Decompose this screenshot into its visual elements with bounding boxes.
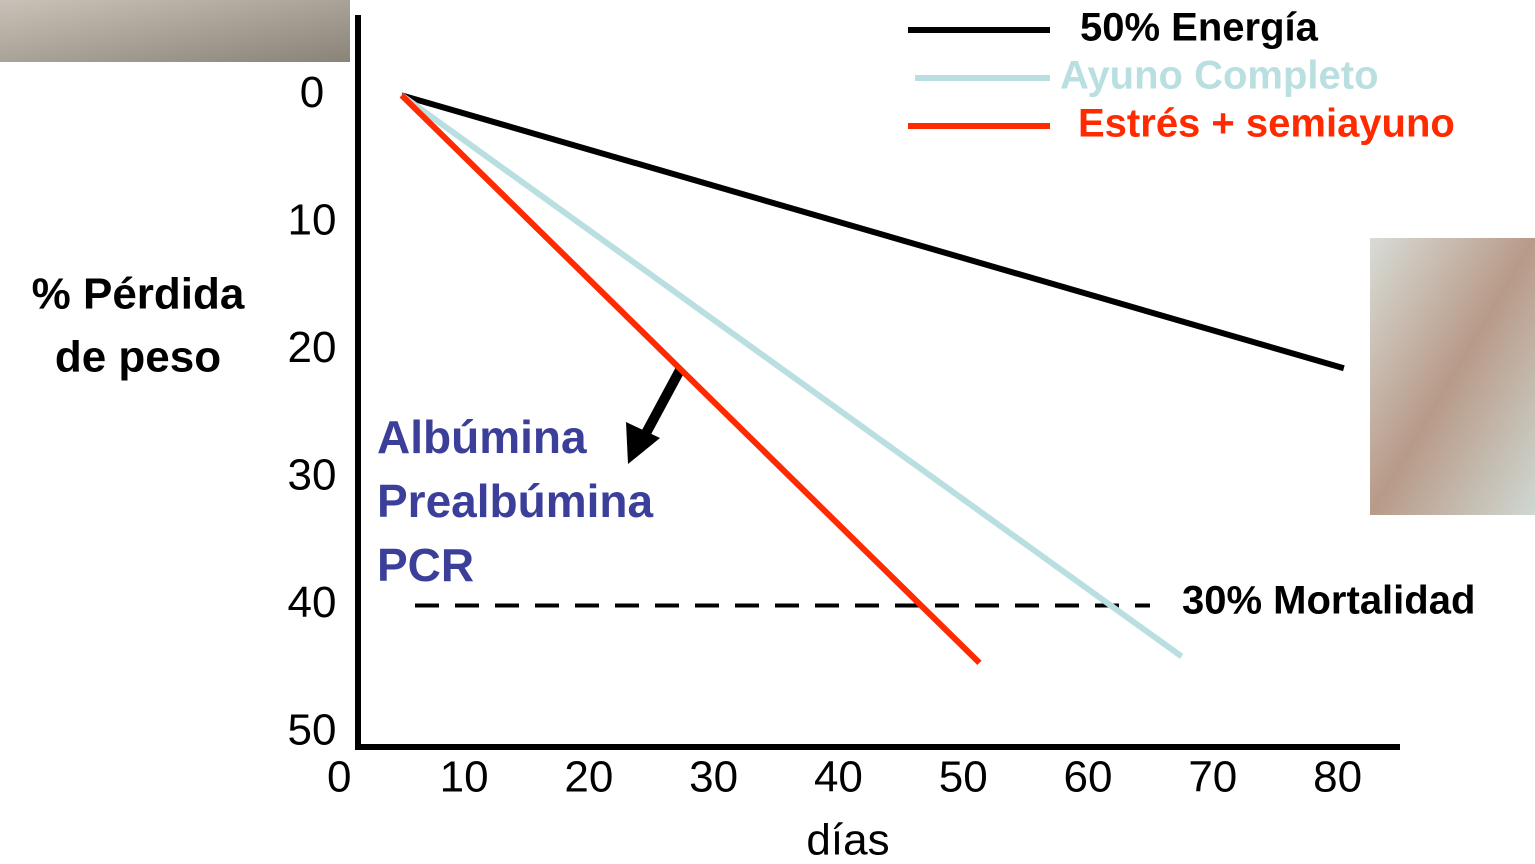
reference-label: 30% Mortalidad — [1182, 579, 1475, 623]
x-tick-label: 0 — [327, 753, 351, 802]
marker-label: Albúmina — [377, 411, 587, 463]
photo-patient — [1370, 238, 1535, 515]
y-tick-label: 40 — [288, 578, 337, 627]
x-tick-label: 50 — [939, 753, 988, 802]
x-tick-label: 60 — [1064, 753, 1113, 802]
x-axis-label: días — [806, 816, 889, 864]
legend-label: Ayuno Completo — [1060, 54, 1379, 98]
series-line — [399, 92, 1184, 659]
x-tick-label: 40 — [814, 753, 863, 802]
y-tick-label: 50 — [288, 706, 337, 755]
x-tick-label: 70 — [1188, 753, 1237, 802]
y-axis-label: % Pérdida — [32, 270, 245, 319]
y-axis-label: de peso — [55, 333, 221, 382]
arrow — [640, 367, 685, 438]
legend-label: 50% Energía — [1080, 6, 1319, 50]
y-tick-label: 10 — [288, 195, 337, 244]
marker-label: Prealbúmina — [377, 475, 654, 527]
x-tick-label: 80 — [1313, 753, 1362, 802]
series-line — [399, 93, 982, 665]
x-tick-label: 10 — [440, 753, 489, 802]
y-tick-label: 30 — [288, 451, 337, 500]
x-tick-label: 30 — [689, 753, 738, 802]
series-line — [400, 92, 1345, 372]
legend-label: Estrés + semiayuno — [1078, 102, 1455, 146]
arrow-head — [626, 422, 660, 464]
marker-label: PCR — [377, 539, 474, 591]
y-tick-label: 0 — [300, 68, 324, 117]
y-tick-label: 20 — [288, 323, 337, 372]
photo-patient — [0, 0, 350, 62]
x-tick-label: 20 — [564, 753, 613, 802]
